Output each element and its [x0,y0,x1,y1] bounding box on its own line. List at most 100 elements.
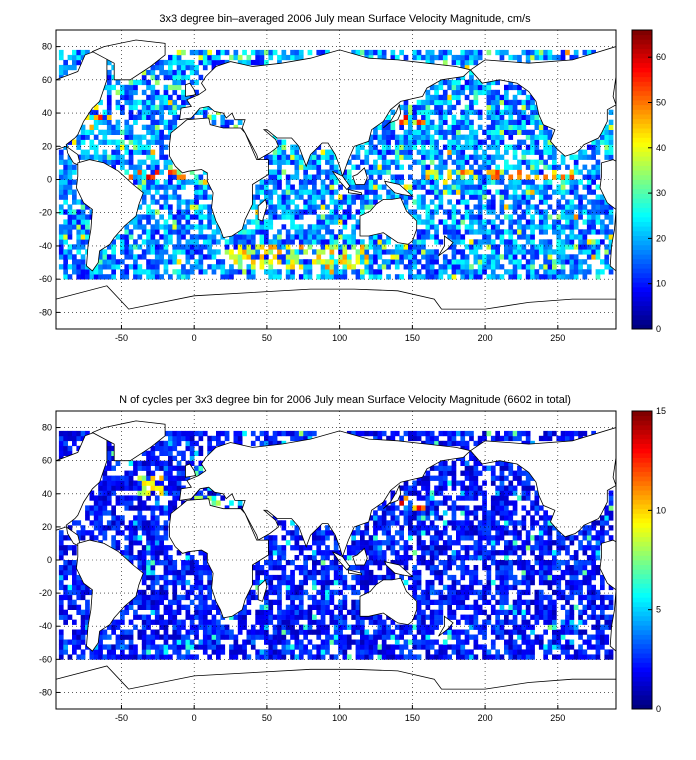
heatmap-cell [72,550,77,556]
heatmap-cell [154,259,160,265]
heatmap-cell [517,234,522,240]
heatmap-cell [538,124,544,130]
heatmap-cell [207,264,212,270]
heatmap-cell [456,619,461,625]
heatmap-cell [207,249,212,255]
heatmap-cell [355,219,361,225]
heatmap-cell [176,104,182,111]
heatmap-cell [586,249,592,255]
heatmap-cell [98,515,103,521]
heatmap-cell [189,79,195,86]
heatmap-cell [416,480,422,486]
heatmap-cell [290,535,295,541]
heatmap-cell [246,634,252,640]
heatmap-cell [482,179,487,185]
heatmap-cell [377,194,383,200]
heatmap-cell [608,149,614,155]
heatmap-cell [469,490,474,496]
heatmap-cell [434,209,439,215]
heatmap-cell [124,99,130,106]
heatmap-cell [115,89,121,96]
heatmap-cell [294,435,300,442]
heatmap-cell [298,164,304,170]
heatmap-cell [250,629,256,635]
heatmap-cell [464,274,470,280]
heatmap-cell [168,174,173,180]
heatmap-cell [259,609,265,615]
heatmap-cell [298,435,304,442]
heatmap-cell [67,214,73,220]
heatmap-cell [229,249,234,255]
heatmap-cell [578,199,583,205]
heatmap-cell [329,214,335,220]
heatmap-cell [268,634,274,640]
heatmap-cell [486,219,492,225]
heatmap-cell [281,520,287,526]
heatmap-cell [185,59,191,66]
heatmap-cell [464,525,470,531]
heatmap-cell [429,249,435,255]
heatmap-cell [464,169,470,175]
heatmap-cell [242,649,247,655]
heatmap-cell [486,144,492,150]
heatmap-cell [281,224,287,230]
heatmap-cell [133,460,138,466]
heatmap-cell [451,114,457,120]
heatmap-cell [268,589,274,596]
heatmap-cell [316,545,322,551]
heatmap-cell [591,164,596,170]
heatmap-cell [604,134,610,140]
heatmap-cell [181,639,186,645]
heatmap-cell [181,79,186,86]
heatmap-cell [154,179,160,185]
heatmap-cell [460,574,466,581]
heatmap-cell [442,584,448,591]
heatmap-cell [556,244,562,250]
heatmap-cell [429,619,435,625]
heatmap-cell [211,64,217,71]
heatmap-cell [429,525,435,531]
heatmap-cell [534,274,540,280]
heatmap-cell [163,259,169,265]
heatmap-cell [172,500,178,506]
heatmap-cell [268,199,274,205]
heatmap-cell [525,224,531,230]
heatmap-cell [80,629,86,635]
heatmap-cell [67,545,73,551]
landmass [257,198,268,222]
heatmap-cell [176,485,182,491]
heatmap-cell [176,490,182,496]
heatmap-cell [464,119,470,125]
heatmap-cell [207,445,212,452]
heatmap-cell [181,174,186,180]
heatmap-cell [211,254,217,260]
heatmap-cell [290,54,295,61]
heatmap-cell [176,69,182,76]
heatmap-cell [403,114,409,120]
heatmap-cell [333,264,339,270]
heatmap-cell [154,104,160,111]
heatmap-cell [89,109,95,115]
heatmap-cell [530,254,535,260]
heatmap-cell [176,604,182,610]
heatmap-cell [150,560,156,566]
heatmap-cell [272,244,278,250]
heatmap-cell [456,129,461,135]
heatmap-cell [207,219,212,225]
heatmap-cell [159,550,164,556]
heatmap-cell [185,589,191,596]
heatmap-cell [137,654,143,660]
heatmap-cell [268,209,274,215]
heatmap-cell [608,244,614,250]
heatmap-cell [399,139,404,145]
colorbar-segment [632,254,652,260]
heatmap-cell [255,54,260,61]
heatmap-cell [285,204,291,210]
heatmap-cell [408,555,413,561]
heatmap-cell [150,594,156,601]
heatmap-cell [150,619,156,625]
heatmap-cell [285,199,291,205]
heatmap-cell [137,214,143,220]
heatmap-cell [504,49,509,56]
heatmap-cell [329,609,335,615]
